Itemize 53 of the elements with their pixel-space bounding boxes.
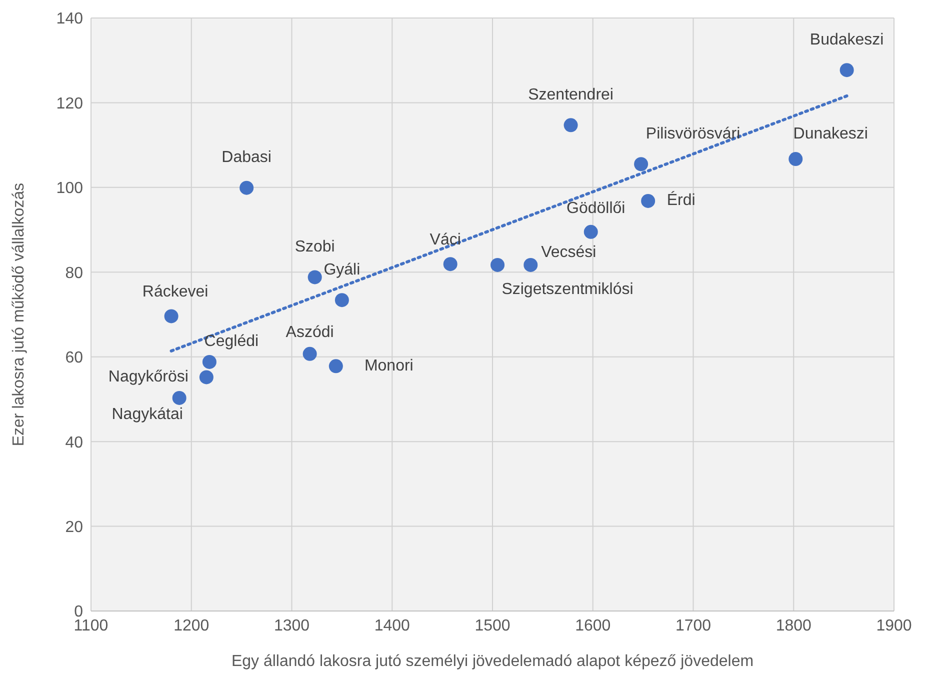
point xyxy=(584,224,598,239)
annotation: Szigetszentmiklósi xyxy=(502,281,634,298)
annotation: Ceglédi xyxy=(204,333,259,350)
point xyxy=(490,258,505,272)
x-tick-label: 1500 xyxy=(474,617,510,634)
point xyxy=(199,370,214,384)
y-axis-title: Ezer lakosra jutó működő vállalkozás xyxy=(10,182,28,446)
point xyxy=(202,354,216,369)
annotation: Ráckevei xyxy=(142,283,208,300)
point xyxy=(334,293,349,308)
annotation: Budakeszi xyxy=(810,31,884,48)
annotation: Gödöllői xyxy=(566,200,626,218)
annotation: Vecsési xyxy=(541,244,596,262)
point xyxy=(443,257,458,272)
point xyxy=(788,152,803,166)
point xyxy=(164,309,178,324)
point xyxy=(840,63,854,78)
point xyxy=(564,118,578,132)
annotation: Dabasi xyxy=(222,149,272,166)
y-tick-label: 80 xyxy=(65,264,84,282)
y-tick-label: 100 xyxy=(56,180,84,198)
annotation: Nagykátai xyxy=(112,406,183,424)
x-tick-label: 1900 xyxy=(876,617,912,634)
x-tick-label: 1200 xyxy=(174,617,210,634)
annotation: Nagykőrösi xyxy=(108,368,188,386)
annotation: Gyáli xyxy=(324,261,360,278)
point xyxy=(634,157,648,172)
annotation: Váci xyxy=(430,231,461,248)
x-tick-label: 1800 xyxy=(776,617,812,634)
annotation: Monori xyxy=(364,357,414,374)
annotation: Dunakeszi xyxy=(793,125,868,142)
x-tick-label: 1700 xyxy=(675,617,712,634)
point xyxy=(172,390,186,405)
annotation: Aszódi xyxy=(286,324,334,342)
x-axis-title: Egy állandó lakosra jutó személyi jövedelemadó alapot képező jövedelem xyxy=(231,653,754,670)
annotation: Szobi xyxy=(294,238,335,256)
y-tick-label: 140 xyxy=(56,10,84,28)
point xyxy=(302,346,317,361)
annotation: Szentendrei xyxy=(528,86,614,104)
x-tick-label: 1400 xyxy=(374,617,410,634)
y-tick-label: 120 xyxy=(56,95,84,112)
point xyxy=(524,258,538,272)
point xyxy=(641,194,656,208)
y-tick-label: 60 xyxy=(65,350,84,367)
y-tick-label: 20 xyxy=(65,518,84,536)
x-tick-label: 1300 xyxy=(274,617,310,634)
annotation: Pilisvörösvári xyxy=(646,125,740,142)
annotation: Érdi xyxy=(666,191,696,210)
point xyxy=(240,180,254,195)
point xyxy=(308,270,322,284)
x-tick-label: 1600 xyxy=(575,617,611,634)
y-tick-label: 40 xyxy=(65,434,84,452)
point xyxy=(328,359,343,374)
